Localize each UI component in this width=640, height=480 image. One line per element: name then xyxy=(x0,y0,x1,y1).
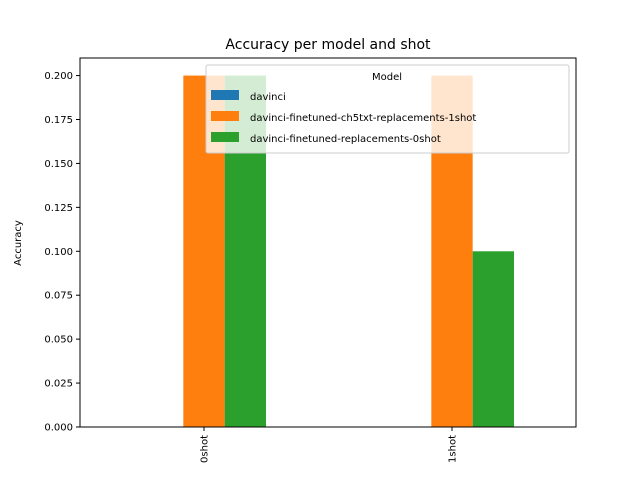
y-tick-label: 0.000 xyxy=(44,423,73,434)
legend-items: davinci davinci-finetuned-ch5txt-replacem… xyxy=(211,90,476,145)
y-axis-label: Accuracy xyxy=(13,220,24,266)
y-tick-label: 0.200 xyxy=(44,71,73,82)
x-tick-label: 0shot xyxy=(200,435,211,463)
legend-swatch xyxy=(211,90,239,100)
legend-swatch xyxy=(211,132,239,142)
y-tick-label: 0.075 xyxy=(44,291,73,302)
legend-label: davinci-finetuned-replacements-0shot xyxy=(250,134,441,145)
legend-box xyxy=(205,64,570,154)
x-tick-label: 1shot xyxy=(448,435,459,463)
y-tick-label: 0.100 xyxy=(44,247,73,258)
chart-title: Accuracy per model and shot xyxy=(225,37,431,53)
legend-label: davinci-finetuned-ch5txt-replacements-1s… xyxy=(250,113,476,124)
y-tick-label: 0.175 xyxy=(44,115,73,126)
legend-label: davinci xyxy=(250,92,286,103)
y-tick-label: 0.025 xyxy=(44,379,73,390)
legend-swatch xyxy=(211,111,239,121)
bar-1shot-series-2 xyxy=(472,251,514,427)
y-tick-label: 0.125 xyxy=(44,203,73,214)
legend-title: Model xyxy=(372,72,402,83)
x-axis: 0shot 1shot xyxy=(200,427,459,463)
y-tick-label: 0.050 xyxy=(44,335,73,346)
y-axis: 0.000 0.025 0.050 0.075 0.100 0.125 0.150 0.175… xyxy=(44,71,80,434)
legend: Model davinci davinci-finetuned-ch5txt-re… xyxy=(205,64,570,154)
plot-frame xyxy=(79,57,577,428)
y-tick-label: 0.150 xyxy=(44,159,73,170)
